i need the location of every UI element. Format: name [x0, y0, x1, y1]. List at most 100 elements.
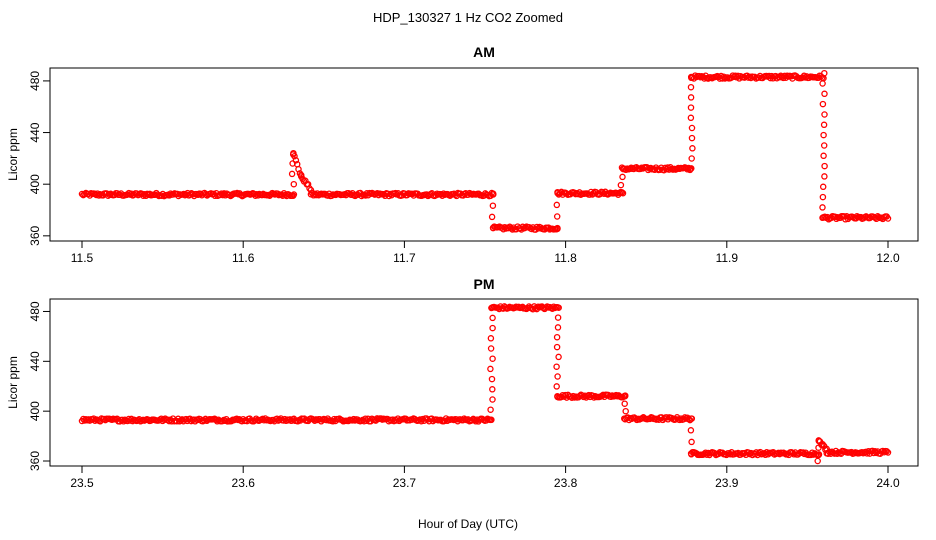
x-tick-label: 12.0 — [876, 251, 900, 265]
plot-frame — [49, 298, 919, 467]
x-tick-label: 23.7 — [393, 476, 417, 490]
data-point — [687, 73, 695, 81]
data-point — [688, 415, 696, 422]
data-point — [487, 335, 495, 342]
data-point — [687, 83, 695, 91]
data-point — [487, 345, 495, 352]
pm-panel: PM 23.5 23.6 23.7 23.8 23.9 24.0 360 400 440 480 Li… — [6, 276, 919, 490]
data-point — [489, 202, 497, 209]
data-point — [488, 375, 496, 383]
data-point — [821, 90, 828, 98]
y-axis-label: Licor ppm — [6, 356, 20, 409]
data-point — [687, 104, 695, 111]
y-tick-label: 400 — [28, 174, 42, 194]
x-tick-label: 11.6 — [232, 251, 255, 265]
data-point — [621, 415, 628, 422]
data-point — [687, 427, 695, 434]
y-tick-label: 360 — [28, 226, 42, 246]
data-point — [488, 213, 496, 221]
data-point — [490, 191, 497, 198]
data-points — [78, 303, 892, 465]
data-point — [489, 386, 496, 393]
data-point — [884, 449, 892, 456]
x-tick-label: 11.9 — [716, 251, 739, 265]
data-point — [819, 214, 826, 222]
data-point — [687, 165, 694, 172]
data-point — [622, 407, 629, 415]
data-point — [291, 152, 298, 160]
data-point — [684, 166, 691, 173]
data-point — [821, 111, 828, 118]
data-point — [488, 304, 496, 311]
y-tick-label: 480 — [28, 71, 42, 91]
data-point — [489, 314, 496, 322]
y-tick-label: 400 — [28, 401, 42, 421]
data-point — [695, 72, 703, 80]
data-point — [819, 204, 826, 211]
data-point — [814, 457, 821, 465]
data-point — [815, 444, 822, 451]
data-point — [290, 191, 298, 198]
data-point — [619, 189, 627, 197]
data-point — [487, 406, 494, 413]
data-point — [487, 365, 494, 373]
plot-frame — [49, 67, 919, 242]
data-point — [554, 324, 562, 331]
data-point — [487, 416, 494, 424]
data-point — [884, 215, 892, 222]
data-point — [554, 392, 561, 400]
data-point — [687, 94, 695, 101]
data-point — [619, 173, 626, 181]
data-point — [290, 149, 297, 157]
data-point — [612, 391, 620, 399]
data-point — [95, 192, 103, 199]
data-point — [821, 69, 828, 77]
data-point — [489, 396, 496, 403]
data-point — [297, 171, 305, 179]
data-point — [689, 145, 696, 152]
data-point — [555, 304, 562, 311]
x-tick-label: 23.5 — [70, 476, 94, 490]
data-point — [820, 142, 828, 149]
data-point — [289, 160, 296, 167]
data-point — [819, 183, 827, 191]
data-point — [489, 355, 496, 362]
panel-title: AM — [473, 44, 495, 60]
data-point — [815, 437, 823, 445]
data-point — [288, 170, 296, 178]
data-point — [621, 392, 629, 400]
data-point — [554, 189, 561, 197]
data-point — [819, 193, 827, 201]
data-point — [819, 100, 827, 108]
x-tick-label: 11.7 — [393, 251, 416, 265]
data-point — [553, 363, 560, 370]
data-point — [685, 415, 692, 423]
data-point — [599, 189, 606, 196]
data-point — [555, 353, 562, 361]
x-tick-label: 23.8 — [554, 476, 578, 490]
data-point — [820, 131, 827, 139]
data-point — [120, 418, 127, 425]
data-point — [543, 303, 551, 310]
data-point — [883, 448, 890, 455]
data-point — [687, 114, 695, 122]
data-point — [553, 333, 561, 341]
figure-xlabel: Hour of Day (UTC) — [418, 517, 518, 531]
x-tick-label: 11.8 — [554, 251, 577, 265]
data-point — [688, 155, 695, 162]
x-tick-label: 24.0 — [876, 476, 900, 490]
data-point — [554, 373, 561, 380]
data-point — [528, 225, 535, 233]
data-point — [833, 450, 841, 457]
data-point — [687, 450, 695, 457]
x-tick-label: 23.9 — [715, 476, 739, 490]
data-point — [621, 400, 628, 407]
data-point — [820, 152, 827, 160]
data-point — [619, 165, 627, 172]
y-tick-label: 440 — [28, 351, 42, 371]
x-tick-label: 11.5 — [71, 251, 94, 265]
data-point — [554, 224, 561, 232]
data-point — [553, 343, 561, 351]
data-point — [489, 224, 497, 232]
